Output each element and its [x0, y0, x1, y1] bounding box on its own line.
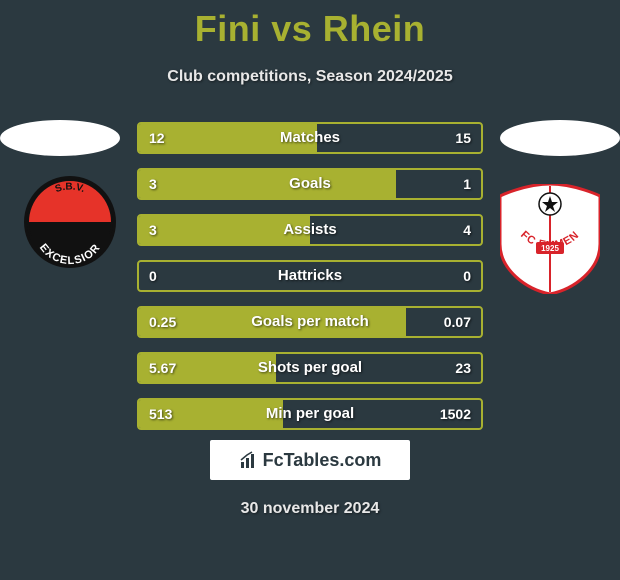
stat-value-left: 12	[149, 124, 165, 152]
stat-row: Goals per match0.25 0.07	[137, 306, 483, 338]
left-team-crest: S.B.V. EXCELSIOR	[20, 172, 120, 272]
left-ellipse	[0, 120, 120, 156]
subtitle: Club competitions, Season 2024/2025	[0, 68, 620, 86]
stat-label: Shots per goal	[139, 354, 481, 382]
stat-value-right: 0.07	[444, 308, 471, 336]
stat-value-right: 1502	[440, 400, 471, 428]
stat-row: Matches12 15	[137, 122, 483, 154]
stat-value-right: 15	[455, 124, 471, 152]
stat-value-right: 23	[455, 354, 471, 382]
brand-box[interactable]: FcTables.com	[210, 440, 410, 480]
stat-label: Matches	[139, 124, 481, 152]
stat-label: Min per goal	[139, 400, 481, 428]
stat-row: Hattricks0 0	[137, 260, 483, 292]
stat-value-left: 513	[149, 400, 172, 428]
stats-container: Matches1215Goals31Assists34Hattricks00Go…	[137, 122, 483, 444]
stat-value-right: 4	[463, 216, 471, 244]
stat-value-left: 0	[149, 262, 157, 290]
right-ellipse	[500, 120, 620, 156]
svg-text:1925: 1925	[541, 244, 559, 253]
date-label: 30 november 2024	[0, 500, 620, 518]
right-team-crest: FC EMMEN 1925	[500, 184, 600, 284]
stat-value-right: 1	[463, 170, 471, 198]
stat-row: Assists3 4	[137, 214, 483, 246]
page-title: Fini vs Rhein	[0, 0, 620, 50]
stat-row: Min per goal513 1502	[137, 398, 483, 430]
brand-label: FcTables.com	[263, 450, 382, 471]
chart-icon	[239, 450, 259, 470]
stat-label: Goals	[139, 170, 481, 198]
stat-value-left: 0.25	[149, 308, 176, 336]
stat-label: Goals per match	[139, 308, 481, 336]
stat-value-left: 3	[149, 216, 157, 244]
stat-row: Shots per goal5.67 23	[137, 352, 483, 384]
stat-label: Hattricks	[139, 262, 481, 290]
stat-value-left: 3	[149, 170, 157, 198]
stat-row: Goals3 1	[137, 168, 483, 200]
stat-label: Assists	[139, 216, 481, 244]
stat-value-left: 5.67	[149, 354, 176, 382]
stat-value-right: 0	[463, 262, 471, 290]
